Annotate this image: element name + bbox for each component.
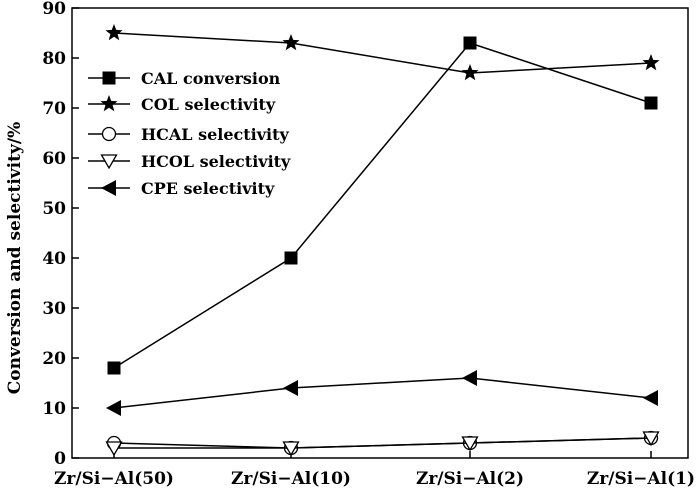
series-line [114, 437, 652, 449]
series-1 [107, 36, 658, 375]
legend-item: CAL conversion [88, 69, 281, 88]
legend-label: HCOL selectivity [141, 152, 291, 171]
series-line [113, 377, 652, 409]
data-point [284, 251, 298, 265]
legend-marker [102, 71, 116, 85]
legend-label: CPE selectivity [141, 179, 275, 198]
data-point [461, 64, 479, 81]
y-tick-label: 40 [42, 249, 66, 269]
data-point [283, 380, 298, 396]
legend-marker [101, 180, 116, 196]
y-tick-label: 0 [54, 449, 66, 469]
y-tick-label: 70 [42, 99, 66, 119]
y-tick-label: 30 [42, 299, 66, 319]
data-point [282, 34, 300, 51]
y-axis-ticks: 0 10 20 30 40 50 60 70 80 90 [42, 0, 79, 469]
data-point [282, 441, 300, 457]
data-point [105, 24, 123, 41]
series-5 [106, 370, 658, 416]
data-point [643, 390, 658, 406]
plot-border [71, 7, 689, 459]
legend-label: CAL conversion [141, 69, 281, 88]
series-2 [105, 24, 660, 81]
series-3 [106, 430, 659, 456]
legend-item: HCAL selectivity [88, 125, 290, 144]
x-tick-label: Zr/Si−Al(2) [416, 469, 524, 489]
series-line [113, 42, 652, 369]
legend: CAL conversion COL selectivity HCAL select… [88, 69, 291, 198]
legend-marker [100, 154, 118, 170]
legend-marker [101, 126, 117, 142]
y-tick-label: 50 [42, 199, 66, 219]
plot-frame [71, 7, 689, 459]
series-layer [105, 24, 660, 457]
data-point [642, 431, 660, 447]
y-tick-label: 20 [42, 349, 66, 369]
legend-label: HCAL selectivity [141, 125, 290, 144]
x-tick-label: Zr/Si−Al(10) [231, 469, 351, 489]
x-tick-label: Zr/Si−Al(50) [54, 469, 174, 489]
series-4 [105, 431, 660, 457]
legend-item: COL selectivity [88, 95, 276, 114]
x-tick-label: Zr/Si−Al(1) [587, 469, 695, 489]
data-point [461, 436, 479, 452]
data-point [462, 370, 477, 386]
data-point [644, 96, 658, 110]
data-point [642, 54, 660, 71]
y-tick-label: 90 [42, 0, 66, 19]
legend-label: COL selectivity [141, 95, 276, 114]
x-axis-ticks: Zr/Si−Al(50) Zr/Si−Al(10) Zr/Si−Al(2) Zr/Si… [54, 451, 695, 489]
data-point [105, 441, 123, 457]
legend-item: HCOL selectivity [88, 152, 291, 171]
y-tick-label: 60 [42, 149, 66, 169]
legend-item: CPE selectivity [88, 179, 275, 198]
y-tick-label: 80 [42, 49, 66, 69]
series-line [113, 32, 652, 74]
y-axis-label: Conversion and selectivity/% [5, 122, 25, 394]
y-tick-label: 10 [42, 399, 66, 419]
data-point [107, 361, 121, 375]
data-point [463, 36, 477, 50]
data-point [106, 400, 121, 416]
legend-marker [100, 95, 118, 112]
